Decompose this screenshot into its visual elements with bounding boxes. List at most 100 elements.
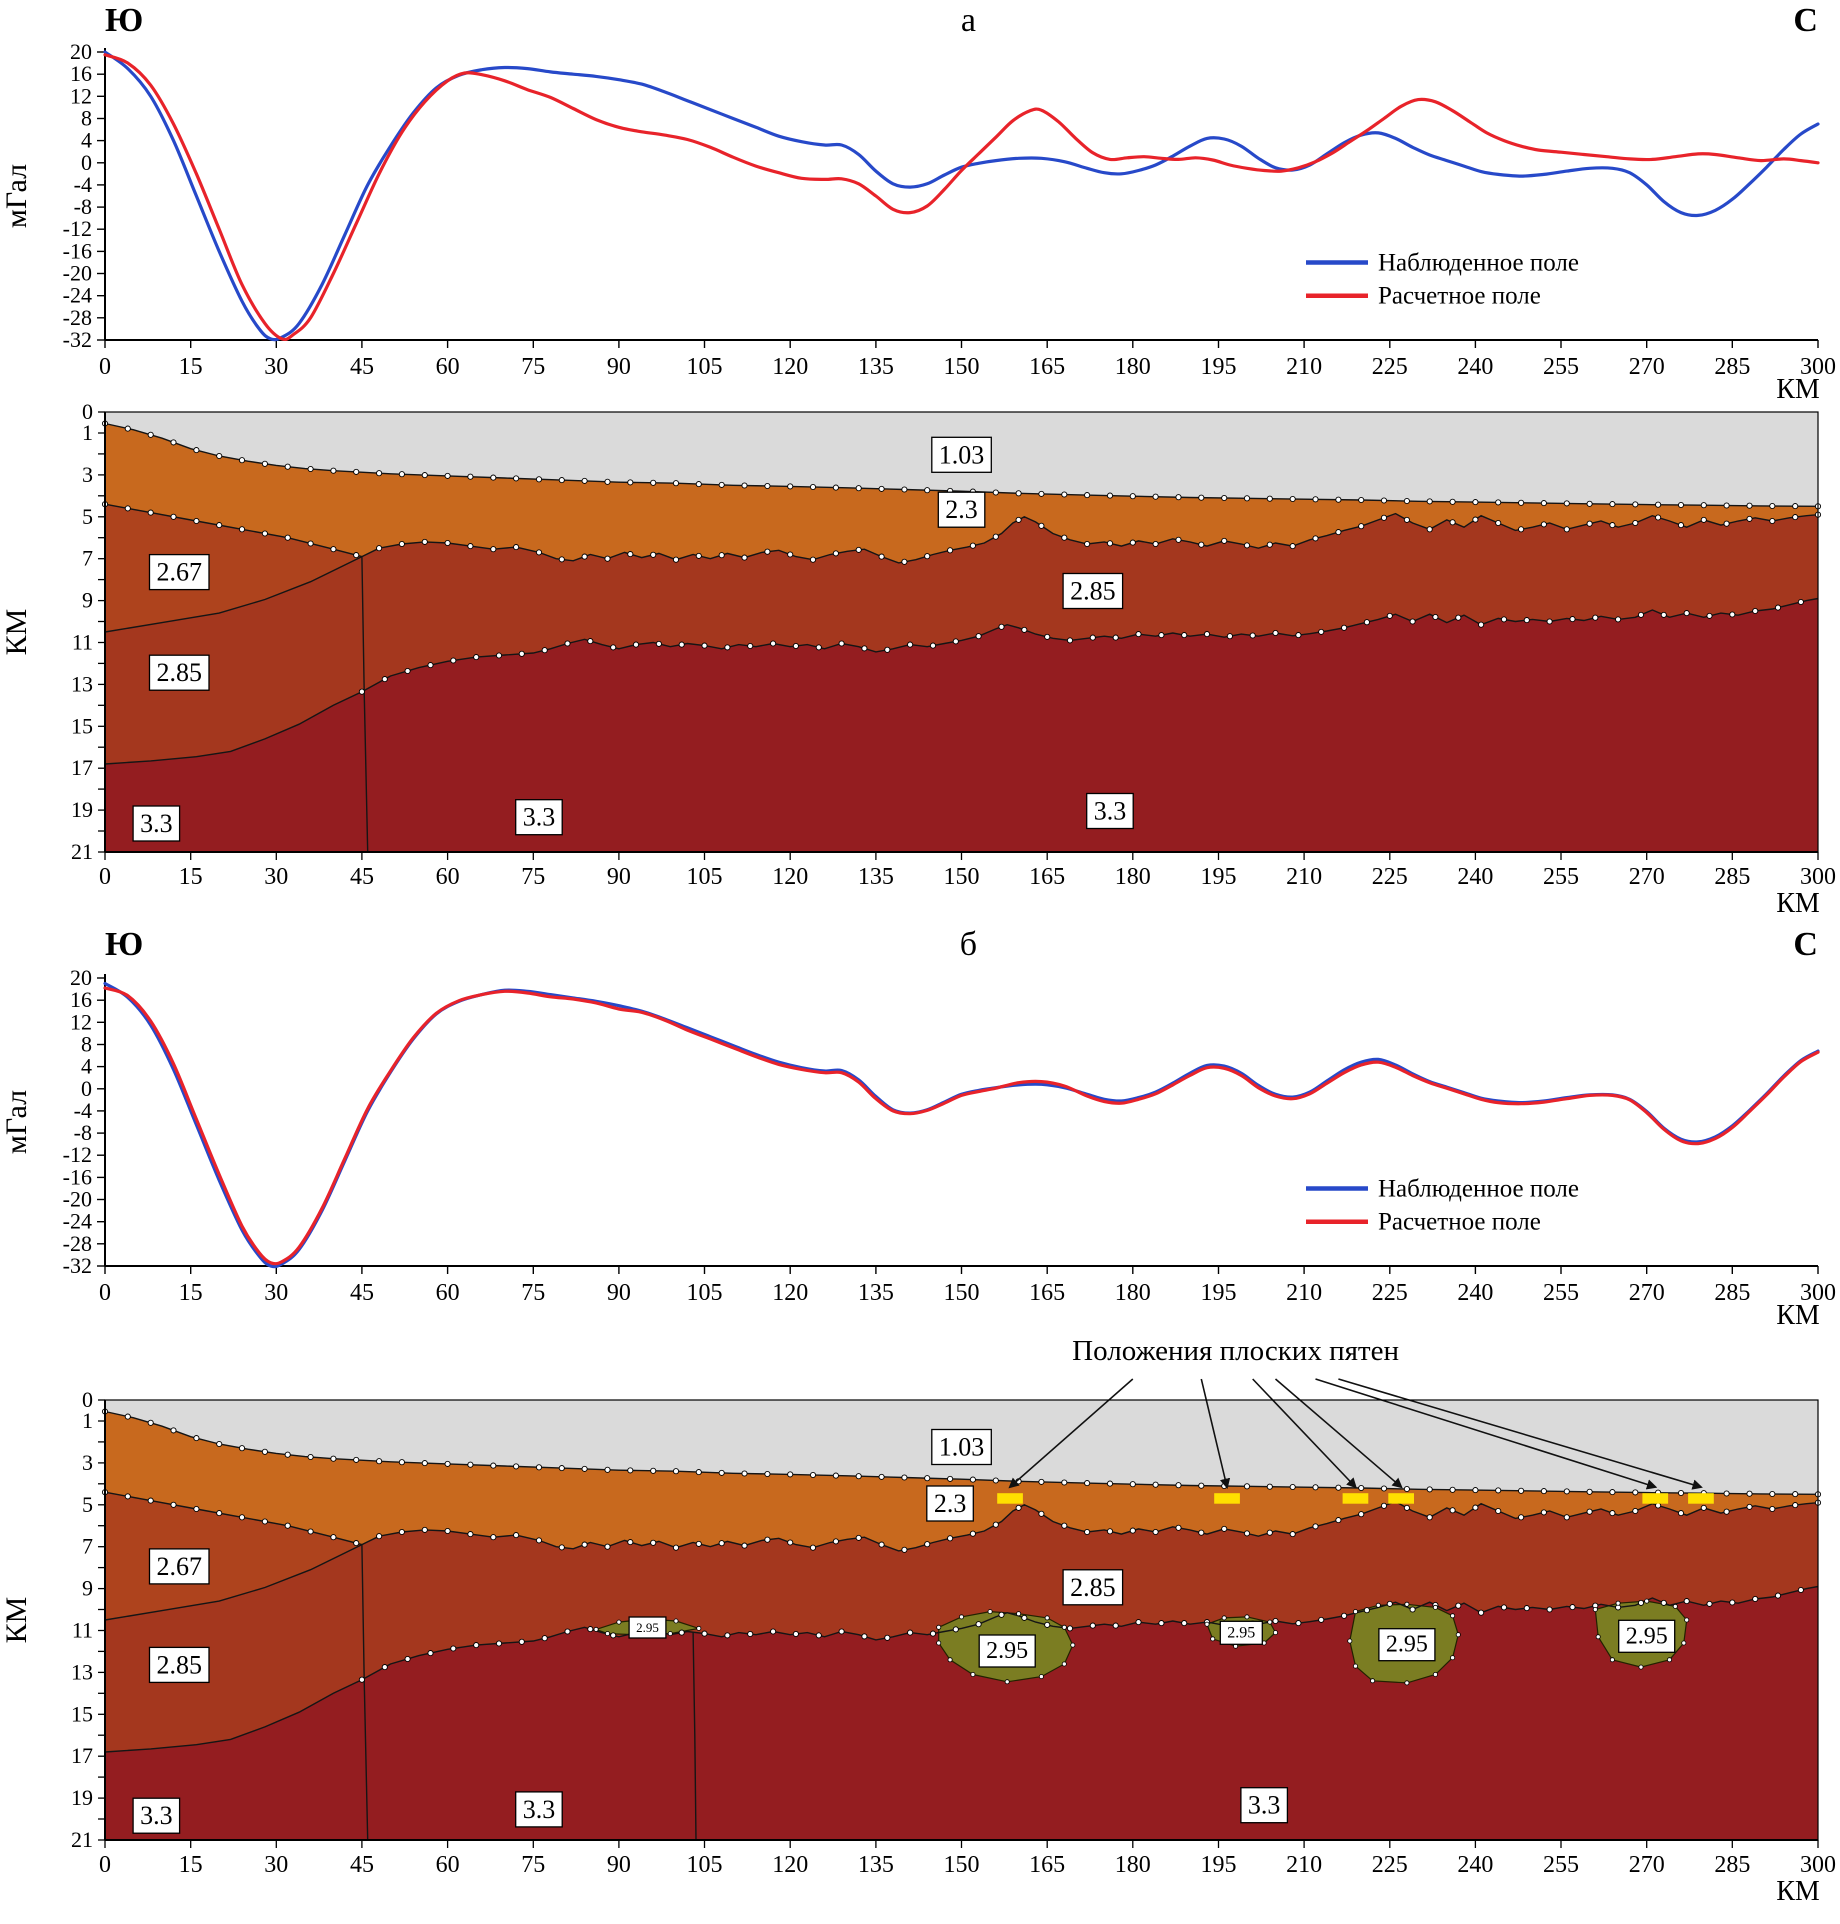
svg-text:КМ: КМ <box>0 1597 33 1644</box>
svg-text:180: 180 <box>1115 864 1151 890</box>
svg-text:240: 240 <box>1457 1280 1493 1306</box>
svg-text:210: 210 <box>1286 1280 1322 1306</box>
layer-3-3 <box>105 598 1818 852</box>
svg-text:270: 270 <box>1629 1852 1665 1878</box>
svg-text:-28: -28 <box>63 305 92 330</box>
svg-text:300: 300 <box>1800 1280 1836 1306</box>
svg-text:13: 13 <box>71 671 93 696</box>
layers <box>105 412 1818 852</box>
svg-text:5: 5 <box>82 1492 93 1517</box>
svg-text:60: 60 <box>436 864 460 890</box>
svg-text:0: 0 <box>99 864 111 890</box>
svg-text:15: 15 <box>71 1701 93 1726</box>
svg-text:2.95: 2.95 <box>986 1638 1028 1664</box>
svg-text:300: 300 <box>1800 354 1836 380</box>
svg-text:5: 5 <box>82 504 93 529</box>
curve-observed <box>103 50 1820 342</box>
svg-text:13: 13 <box>71 1659 93 1684</box>
svg-text:2.85: 2.85 <box>1070 1573 1116 1602</box>
svg-text:КМ: КМ <box>0 609 33 656</box>
svg-text:4: 4 <box>81 1054 92 1079</box>
svg-text:8: 8 <box>81 1031 92 1056</box>
panel-b-header: Ю б С <box>105 926 1818 964</box>
svg-text:9: 9 <box>82 1576 93 1601</box>
svg-text:16: 16 <box>70 987 92 1012</box>
svg-text:-28: -28 <box>63 1231 92 1256</box>
svg-text:мГал: мГал <box>0 164 33 228</box>
svg-text:3.3: 3.3 <box>140 1801 173 1830</box>
svg-text:30: 30 <box>264 1280 288 1306</box>
svg-text:2.85: 2.85 <box>1070 576 1116 605</box>
svg-text:300: 300 <box>1800 864 1836 890</box>
layers <box>105 1400 1818 1840</box>
density-labels: 1.03 2.3 2.67 2.85 2.85 3.3 3.3 3.3 2.95 2.95 2.95… <box>132 1428 1676 1834</box>
svg-text:-20: -20 <box>63 1187 92 1212</box>
svg-text:225: 225 <box>1372 1852 1408 1878</box>
svg-text:30: 30 <box>264 864 288 890</box>
svg-text:КМ: КМ <box>1776 888 1820 916</box>
svg-text:12: 12 <box>70 83 92 108</box>
svg-text:-12: -12 <box>63 1142 92 1167</box>
svg-text:3: 3 <box>82 1450 93 1475</box>
svg-text:195: 195 <box>1200 354 1236 380</box>
svg-text:-12: -12 <box>63 216 92 241</box>
panel-a-title: а <box>960 2 976 39</box>
svg-text:210: 210 <box>1286 864 1322 890</box>
density-section-b: Положения плоских пятен01357911131517192… <box>0 1335 1836 1906</box>
svg-text:1: 1 <box>82 420 93 445</box>
svg-text:150: 150 <box>944 1852 980 1878</box>
svg-text:75: 75 <box>521 354 545 380</box>
svg-text:165: 165 <box>1029 1852 1065 1878</box>
svg-text:240: 240 <box>1457 354 1493 380</box>
svg-text:105: 105 <box>687 354 723 380</box>
svg-text:120: 120 <box>772 1280 808 1306</box>
svg-text:150: 150 <box>944 1280 980 1306</box>
svg-text:75: 75 <box>521 864 545 890</box>
svg-text:7: 7 <box>82 546 93 571</box>
svg-text:90: 90 <box>607 354 631 380</box>
svg-text:210: 210 <box>1286 1852 1322 1878</box>
svg-text:255: 255 <box>1543 864 1579 890</box>
svg-text:11: 11 <box>72 629 93 654</box>
svg-text:180: 180 <box>1115 1852 1151 1878</box>
svg-text:17: 17 <box>71 1743 93 1768</box>
density-labels: 1.03 2.3 2.67 2.85 2.85 3.3 3.3 3.3 <box>132 436 1134 842</box>
flat-spots-annotation: Положения плоских пятен <box>1008 1335 1703 1490</box>
svg-text:135: 135 <box>858 1852 894 1878</box>
svg-text:19: 19 <box>71 797 93 822</box>
svg-text:0: 0 <box>81 150 92 175</box>
svg-text:15: 15 <box>71 713 93 738</box>
svg-text:Положения плоских пятен: Положения плоских пятен <box>1072 1335 1399 1367</box>
svg-text:0: 0 <box>99 354 111 380</box>
svg-text:15: 15 <box>179 1280 203 1306</box>
svg-text:8: 8 <box>81 105 92 130</box>
panel-a-header: Ю а С <box>105 2 1818 40</box>
svg-text:Расчетное поле: Расчетное поле <box>1378 283 1541 310</box>
svg-text:2.3: 2.3 <box>945 495 978 524</box>
legend: Наблюденное поле Расчетное поле <box>1306 249 1579 310</box>
curve-calculated <box>103 53 1820 342</box>
svg-text:2.85: 2.85 <box>156 1650 202 1679</box>
svg-text:0: 0 <box>99 1852 111 1878</box>
svg-text:3.3: 3.3 <box>140 809 173 838</box>
svg-text:255: 255 <box>1543 354 1579 380</box>
label-south-a: Ю <box>105 2 144 39</box>
curve-calculated <box>103 986 1820 1266</box>
svg-text:240: 240 <box>1457 864 1493 890</box>
svg-text:-16: -16 <box>63 238 92 263</box>
label-north-b: С <box>1793 926 1818 963</box>
curve-observed <box>103 981 1820 1269</box>
svg-text:285: 285 <box>1714 354 1750 380</box>
svg-text:21: 21 <box>71 839 93 864</box>
svg-text:300: 300 <box>1800 1852 1836 1878</box>
svg-text:1: 1 <box>82 1408 93 1433</box>
svg-text:2.95: 2.95 <box>1386 1632 1428 1658</box>
svg-text:2.95: 2.95 <box>636 1620 659 1635</box>
svg-text:270: 270 <box>1629 864 1665 890</box>
svg-text:195: 195 <box>1200 864 1236 890</box>
svg-text:-4: -4 <box>74 1098 92 1123</box>
svg-text:225: 225 <box>1372 1280 1408 1306</box>
svg-text:15: 15 <box>179 864 203 890</box>
